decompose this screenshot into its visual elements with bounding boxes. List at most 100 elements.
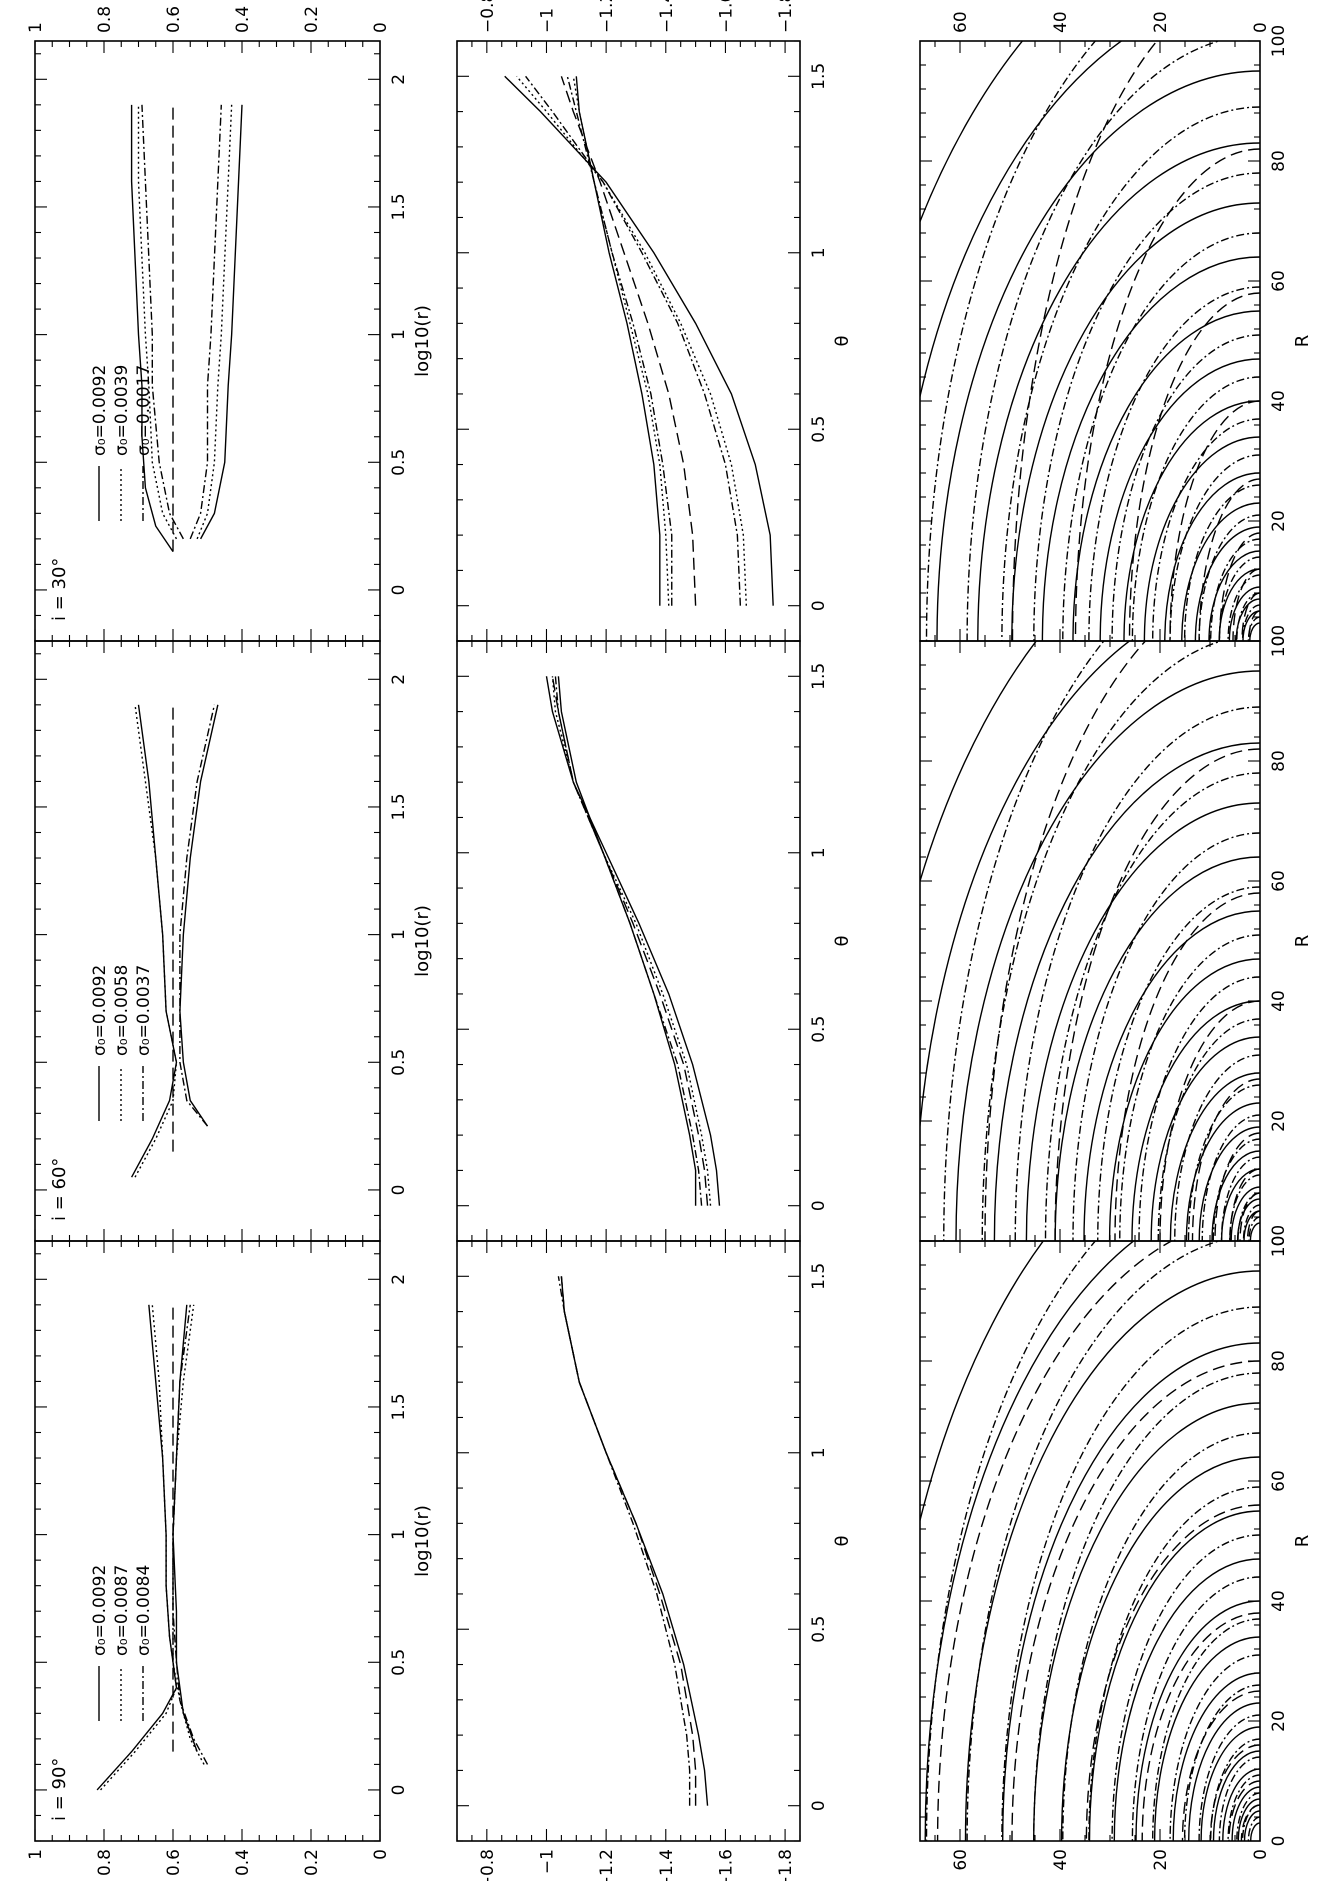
series-line [141,104,184,540]
y-tick-label: 60 [951,11,971,33]
x-tick-label: 1 [389,1529,409,1540]
contour-line [1191,1078,1260,1241]
contour-line [1033,172,1260,641]
contour-line [1072,832,1260,1241]
y-tick-label: −1.6 [716,1849,736,1881]
contour-line [1157,1018,1260,1241]
y-tick-label: 20 [1151,1849,1171,1871]
x-tick-label: 60 [1269,1470,1289,1492]
contour-line [1169,1072,1260,1241]
series-line [557,676,697,1206]
contour-line [1218,532,1260,641]
contour-line [1241,604,1260,641]
contour-line [1083,910,1260,1241]
y-tick-label: −1 [537,8,557,33]
y-tick-label: 1 [26,22,46,33]
x-tick-label: 0 [809,600,829,611]
legend-entry: σ₀=0.0037 [134,965,154,1056]
contour-line [1138,976,1260,1241]
y-tick-label: −0.8 [478,0,498,33]
x-tick-label: 1 [809,247,829,258]
data-layer [557,1276,709,1806]
contour-line [1237,1798,1260,1841]
contour-line [1242,1204,1260,1241]
series-line [172,1304,198,1752]
series-line [575,76,661,606]
legend-entry: σ₀=0.0084 [134,1565,154,1656]
y-tick-label: −1.4 [657,0,677,33]
series-line [196,104,233,540]
x-tick-label: 0.5 [389,1649,409,1676]
legend-entry: σ₀=0.0092 [90,1565,110,1656]
contour-line [1188,1702,1260,1841]
contour-line [1131,1576,1260,1841]
contour-line [1088,1486,1260,1841]
x-tick-label: 0 [389,1785,409,1796]
x-tick-label: 1.5 [809,663,829,690]
contour-line [1183,484,1260,641]
y-tick-label: 0.8 [95,1849,115,1876]
contour-line [966,1241,1260,1841]
series-line [525,75,742,606]
panel-density-i60: 0 0.5 1 1.5 θ [456,640,853,1242]
contour-line [1135,1600,1260,1841]
contour-line [964,1270,1260,1841]
x-tick-label: 1.5 [809,1263,829,1290]
contour-line [1218,1756,1260,1841]
plot-frame [456,1240,801,1842]
contour-line [1114,892,1260,1241]
y-tick-label: 0.2 [302,6,322,33]
series-line [130,704,178,1178]
contour-line [1246,1210,1260,1241]
contour-line [920,41,1260,641]
contour-line [1212,1138,1260,1241]
contour-line [1247,1816,1260,1841]
contour-line [920,641,1260,1241]
contour-line [1187,1084,1260,1241]
contour-line [920,41,1260,641]
contour-line [1085,1504,1260,1841]
contour-line [1033,1402,1260,1841]
contour-line [1200,1726,1260,1841]
contour-line [1249,622,1260,641]
x-tick-label: 20 [1269,510,1289,532]
contour-line [1033,1372,1260,1841]
contour-line [1201,1114,1260,1241]
x-axis-label: log10(r) [412,305,433,377]
contour-line [1181,502,1260,641]
x-axis-label: θ [832,935,853,946]
contour-line [1218,556,1260,641]
contour-line [993,742,1260,1241]
contour-line [1041,256,1260,641]
x-tick-label: 20 [1269,1110,1289,1132]
legend-entry: σ₀=0.0039 [112,365,132,456]
contour-line [1227,1774,1260,1841]
contour-line [1159,1000,1260,1241]
contour-line [977,142,1260,641]
series-line [560,1276,697,1806]
series-line [557,1276,691,1806]
contour-line [1194,526,1260,641]
contour-line [1062,232,1260,641]
contour-line [1153,1636,1260,1841]
x-axis-label: R [1292,335,1313,348]
contour-line [1249,1222,1260,1241]
data-layer [96,1304,209,1791]
contour-line [1113,1558,1260,1841]
contour-line [1218,568,1260,641]
contour-line [920,1241,1260,1841]
contour-line [1240,1804,1260,1841]
contour-line [1001,1306,1260,1841]
x-tick-label: 0 [809,1800,829,1811]
plot-frame [34,40,381,642]
contour-line [1097,886,1260,1241]
contour-line [1243,1810,1260,1841]
x-tick-label: 60 [1269,870,1289,892]
contour-line [1248,1216,1260,1241]
contour-line [1228,1780,1260,1841]
series-line [172,1304,205,1765]
x-tick-label: 0 [1269,1236,1289,1247]
series-line [545,676,721,1206]
x-tick-label: 0.5 [809,1016,829,1043]
